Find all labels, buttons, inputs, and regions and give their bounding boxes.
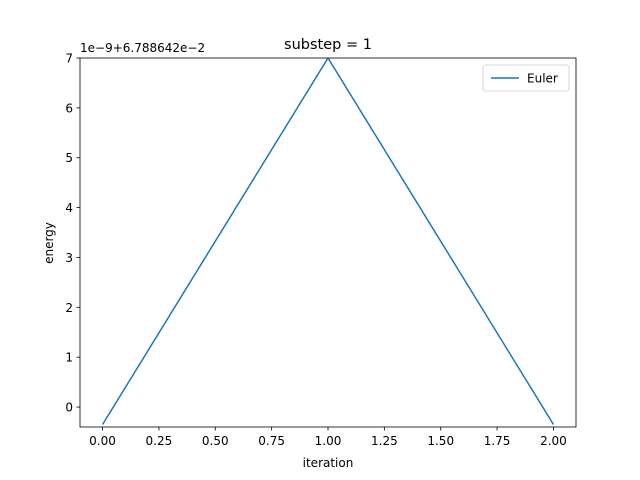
y-tick-label: 2 xyxy=(65,301,73,315)
chart-title: substep = 1 xyxy=(284,37,372,53)
x-axis-label: iteration xyxy=(303,456,354,470)
y-tick-label: 7 xyxy=(65,52,73,66)
y-axis-label: energy xyxy=(42,222,56,264)
x-tick-label: 1.00 xyxy=(315,434,342,448)
legend-label-euler: Euler xyxy=(527,72,558,86)
x-tick-label: 0.75 xyxy=(258,434,285,448)
x-tick-label: 0.25 xyxy=(146,434,173,448)
plot-area: 0.00 0.25 0.50 0.75 1.00 1.25 1.50 1.75 2.00 0 1 2 3… xyxy=(65,52,577,448)
x-tick-label: 1.50 xyxy=(427,434,454,448)
x-tick-label: 1.75 xyxy=(484,434,511,448)
y-tick-label: 4 xyxy=(65,201,73,215)
y-tick-label: 0 xyxy=(65,401,73,415)
y-tick-label: 1 xyxy=(65,351,73,365)
legend-box xyxy=(482,64,570,92)
y-tick-label: 6 xyxy=(65,101,73,115)
series-line-euler xyxy=(101,58,555,425)
x-tick-label: 1.25 xyxy=(371,434,398,448)
x-tick-label: 2.00 xyxy=(540,434,567,448)
x-tick-label: 0.50 xyxy=(202,434,229,448)
y-tick-label: 5 xyxy=(65,151,73,165)
x-tick-label: 0.00 xyxy=(89,434,116,448)
y-tick-label: 3 xyxy=(65,251,73,265)
y-axis-offset-text: 1e−9+6.788642e−2 xyxy=(80,41,205,55)
